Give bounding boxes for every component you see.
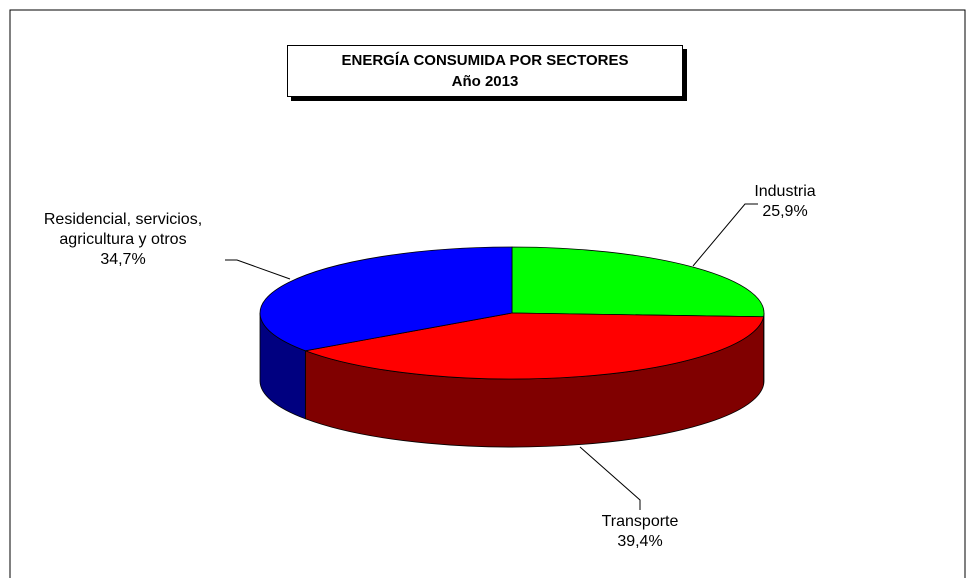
slice xyxy=(259,246,513,352)
chart-subtitle: Año 2013 xyxy=(451,73,519,90)
leader-line xyxy=(579,446,641,510)
leader-line xyxy=(692,203,758,267)
slice-label: Transporte 39,4% xyxy=(570,512,710,552)
value-label: 34,7% xyxy=(100,251,146,268)
value-label: 25,9% xyxy=(762,203,808,220)
pie xyxy=(259,246,765,448)
category-label: Industria xyxy=(754,183,816,200)
chart-frame xyxy=(9,9,966,578)
slice-label: Industria 25,9% xyxy=(730,182,840,222)
slice-label: Residencial, servicios, agricultura y ot… xyxy=(28,210,218,270)
chart-title: ENERGÍA CONSUMIDA POR SECTORES xyxy=(341,52,629,69)
title-box: ENERGÍA CONSUMIDA POR SECTORES Año 2013 xyxy=(287,45,683,97)
value-label: 39,4% xyxy=(617,533,663,550)
leader-line xyxy=(225,259,291,280)
category-label: Residencial, servicios, agricultura y ot… xyxy=(43,211,203,248)
slice xyxy=(303,312,765,380)
slice xyxy=(511,246,765,318)
category-label: Transporte xyxy=(601,513,679,530)
